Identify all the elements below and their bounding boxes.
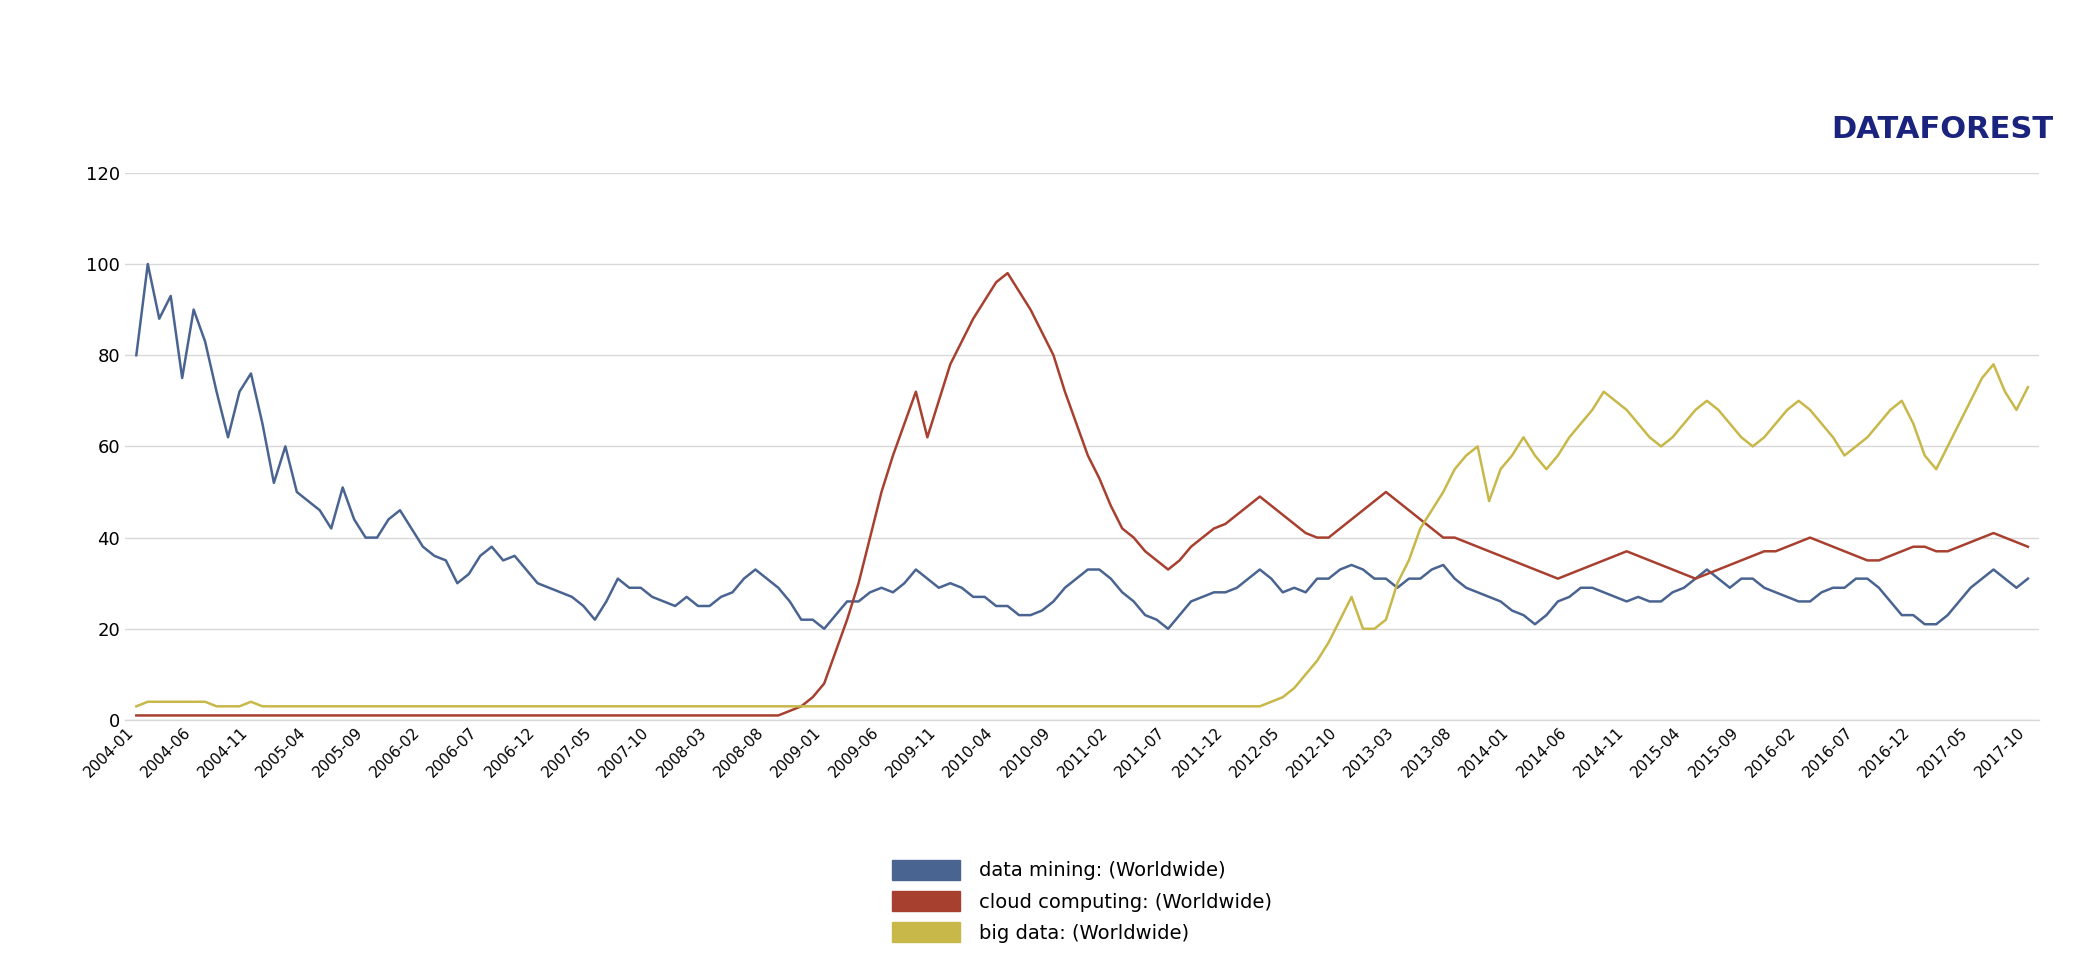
Text: DATAFOREST: DATAFOREST xyxy=(1831,115,2054,144)
Legend: data mining: (Worldwide), cloud computing: (Worldwide), big data: (Worldwide): data mining: (Worldwide), cloud computin… xyxy=(882,851,1282,952)
